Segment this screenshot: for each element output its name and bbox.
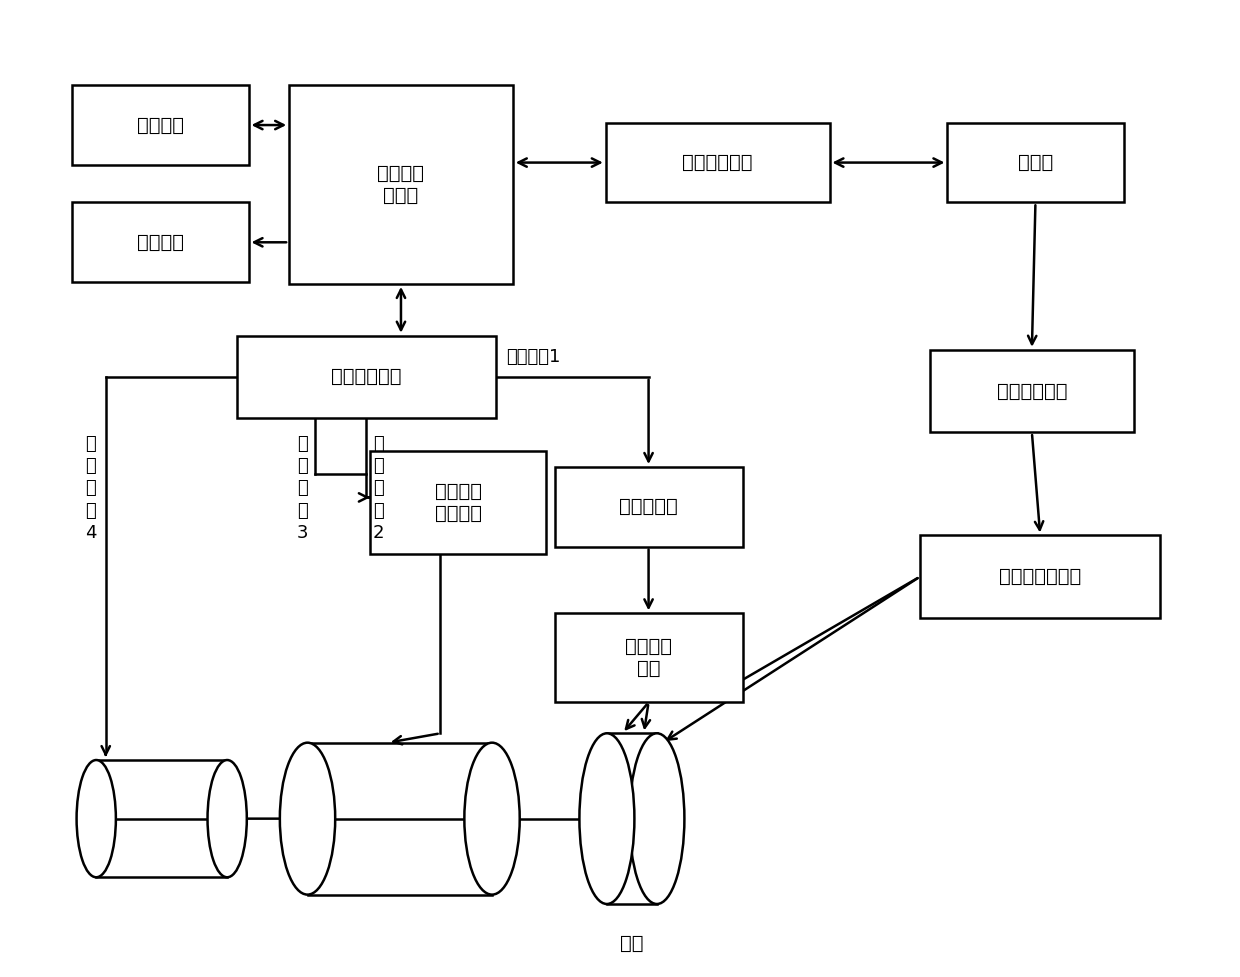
Bar [605, 123, 830, 202]
Bar [947, 123, 1123, 202]
Ellipse shape [207, 760, 247, 877]
Text: 存储模块: 存储模块 [136, 115, 184, 135]
Ellipse shape [579, 734, 635, 904]
Text: 信号采集电路: 信号采集电路 [997, 381, 1068, 401]
Bar [920, 535, 1161, 617]
Ellipse shape [280, 743, 335, 895]
Text: 数控磨床
进给系统: 数控磨床 进给系统 [434, 482, 481, 523]
Text: 计算机: 计算机 [1018, 153, 1053, 172]
Ellipse shape [464, 743, 520, 895]
Text: 控
制
信
号
2: 控 制 信 号 2 [372, 435, 384, 542]
Text: 激光位移传感器: 激光位移传感器 [999, 568, 1081, 586]
Text: 光路传输
机构: 光路传输 机构 [625, 637, 672, 678]
Bar [370, 451, 546, 554]
Bar [72, 202, 248, 282]
Text: 串口通信模块: 串口通信模块 [682, 153, 753, 172]
Text: 砂轮: 砂轮 [620, 934, 644, 953]
Bar [237, 336, 496, 418]
Bar [72, 85, 248, 165]
Text: 光纤激光器: 光纤激光器 [619, 497, 678, 516]
Text: 控
制
信
号
3: 控 制 信 号 3 [298, 435, 309, 542]
Text: 液晶显示: 液晶显示 [136, 233, 184, 252]
Text: 串口通信模块: 串口通信模块 [331, 367, 402, 386]
Text: 控
制
信
号
4: 控 制 信 号 4 [84, 435, 97, 542]
Bar [308, 743, 492, 895]
Bar [97, 760, 227, 877]
Ellipse shape [630, 734, 684, 904]
Ellipse shape [77, 760, 115, 877]
Text: 控制信号1: 控制信号1 [506, 348, 560, 365]
Bar [554, 467, 743, 547]
Text: 微处理器
器模块: 微处理器 器模块 [377, 164, 424, 205]
Bar [554, 614, 743, 702]
Bar [930, 350, 1135, 432]
Bar [289, 85, 513, 284]
Bar [606, 734, 657, 904]
